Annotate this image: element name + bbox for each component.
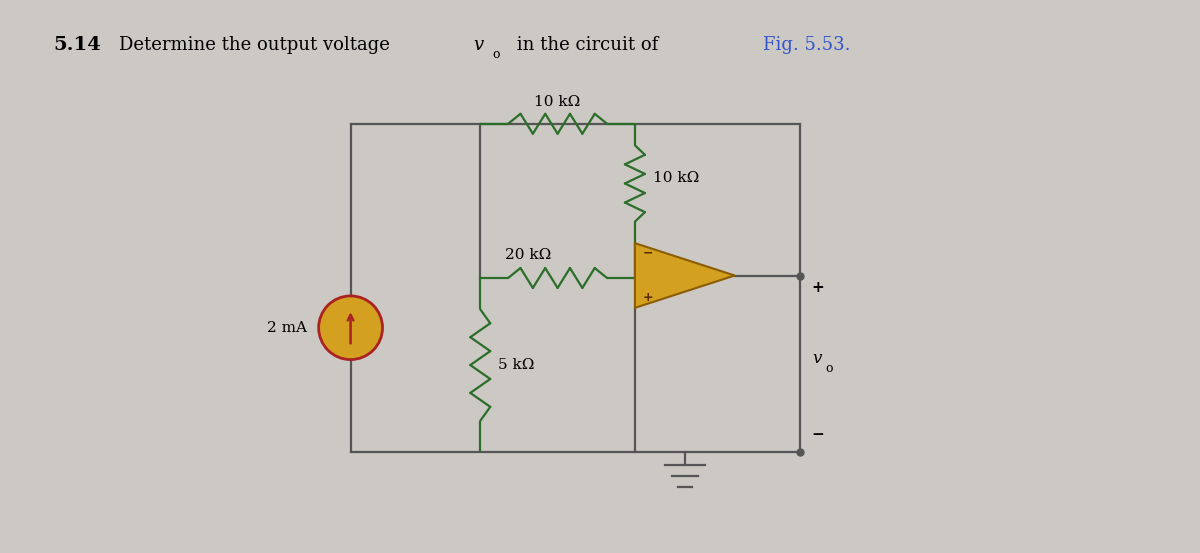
Text: v: v [812,351,822,367]
Text: −: − [811,427,824,442]
Text: v: v [473,36,484,54]
Text: 20 kΩ: 20 kΩ [504,248,551,262]
Polygon shape [635,243,734,308]
Circle shape [319,296,383,359]
Text: 5.14: 5.14 [53,36,101,54]
Text: Fig. 5.53.: Fig. 5.53. [763,36,850,54]
Text: −: − [643,247,653,259]
Text: 10 kΩ: 10 kΩ [653,171,700,185]
Text: Determine the output voltage: Determine the output voltage [119,36,396,54]
Text: 10 kΩ: 10 kΩ [534,95,581,109]
Text: 5 kΩ: 5 kΩ [498,358,535,372]
Text: o: o [826,362,833,375]
Text: +: + [642,291,653,304]
Text: 2 mA: 2 mA [266,321,307,335]
Text: +: + [811,280,824,295]
Text: o: o [492,48,499,61]
Text: in the circuit of: in the circuit of [511,36,665,54]
